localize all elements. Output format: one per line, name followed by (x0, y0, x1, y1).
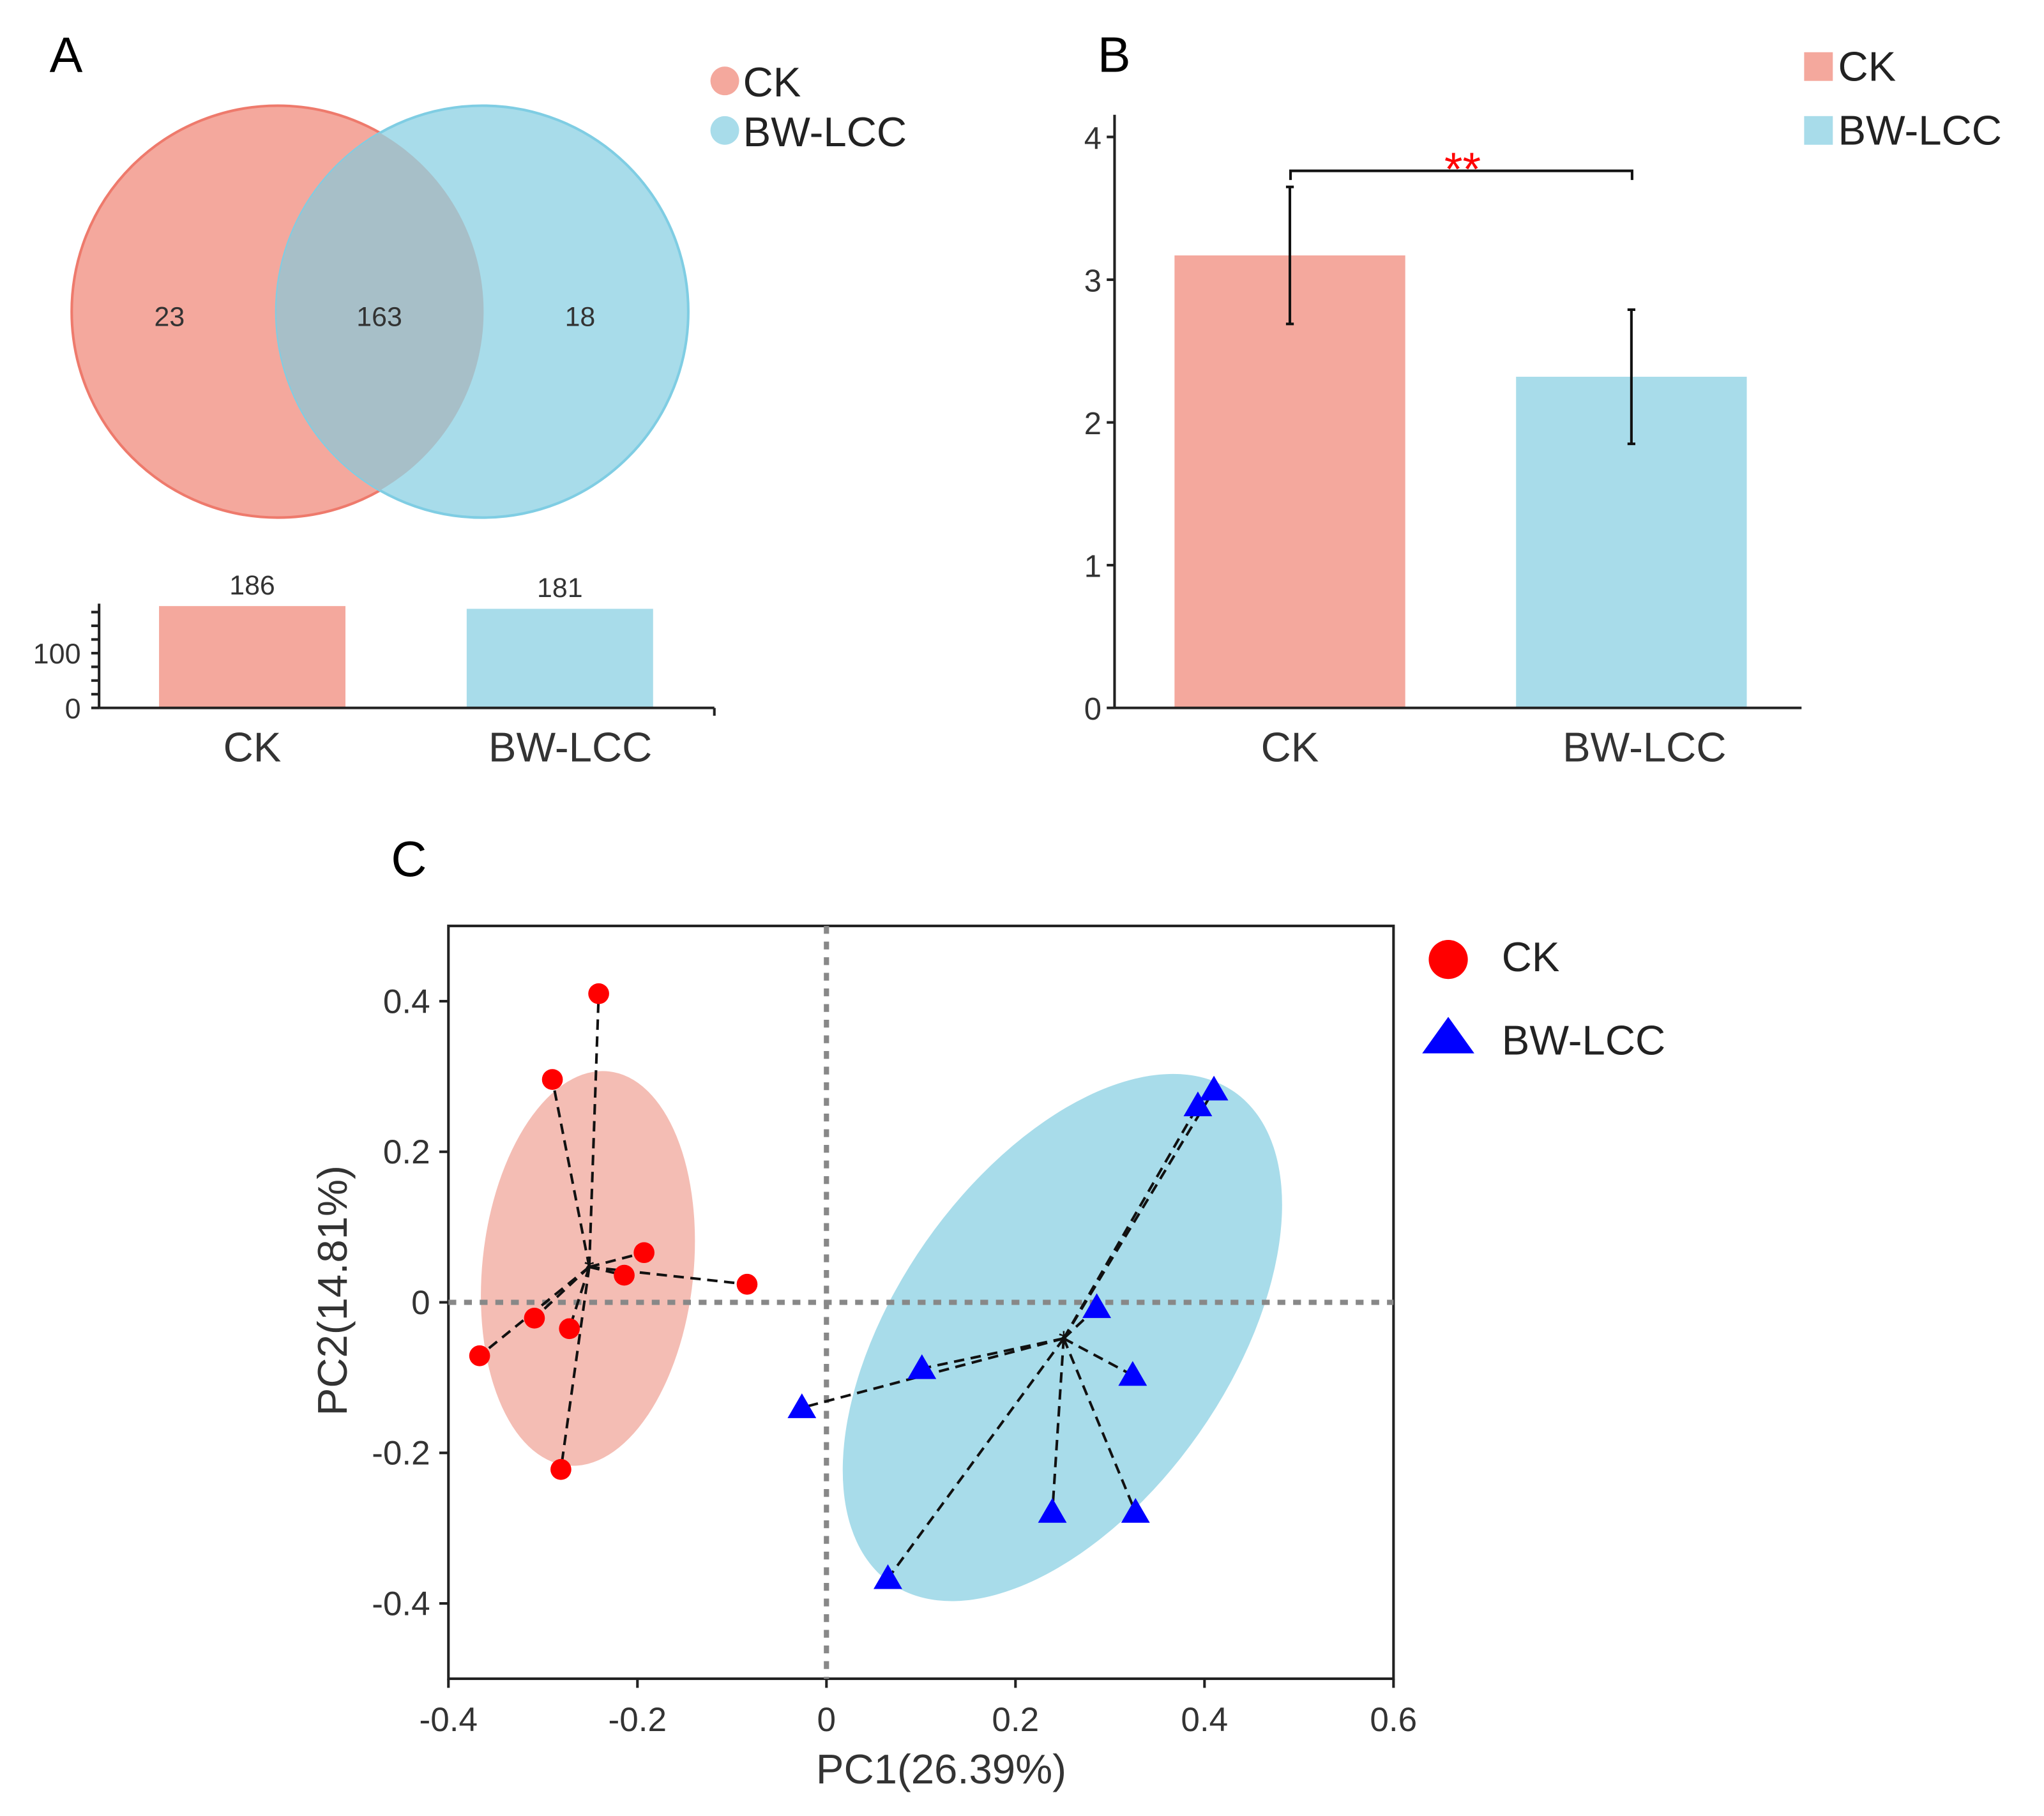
y-tick-label: 3 (1084, 264, 1101, 298)
x-tick-label: BW-LCC (1563, 723, 1726, 770)
y-tick-label: -0.4 (372, 1585, 430, 1623)
legend-c-ck: CK (1502, 934, 1560, 980)
y-tick-label: 0 (411, 1284, 430, 1322)
centroid-spoke (559, 1266, 591, 1470)
legend-a-bw-marker (710, 116, 739, 145)
panel-c: C -0.4 -0.2 0 0.2 0.4 0.6 -0.4 -0.2 0 0.2 0.4 * * PC… (309, 832, 1665, 1792)
x-tick-label: 0.4 (1181, 1701, 1228, 1739)
x-axis-label: PC1(26.39%) (816, 1746, 1066, 1792)
pca-plot: -0.4 -0.2 0 0.2 0.4 0.6 -0.4 -0.2 0 0.2 0.4 * * (372, 925, 1417, 1739)
y-axis-label: PC2(14.81%) (309, 1165, 356, 1416)
centroid-spoke (1063, 1337, 1133, 1377)
legend-b-ck-marker (1804, 52, 1833, 81)
legend-a-bw: BW-LCC (743, 109, 907, 155)
panel-b: B CK BW-LCC 0 1 2 3 4 ** CK BW-LCC (1084, 27, 2002, 770)
x-tick-label: 0.2 (992, 1701, 1039, 1739)
panel-a-label: A (50, 27, 83, 82)
bw-lcc-point (1082, 1293, 1112, 1319)
y-tick-label: -0.2 (372, 1435, 430, 1472)
x-tick-label: CK (1261, 723, 1319, 770)
centroid-spoke (533, 1266, 591, 1319)
x-tick-label: CK (223, 723, 282, 770)
ck-point (559, 1318, 580, 1340)
y-tick-label: 0.2 (383, 1133, 430, 1171)
venn-overlap (276, 133, 484, 490)
legend-a-ck: CK (743, 59, 801, 105)
set-size-bar-1 (466, 609, 653, 708)
centroid-marker: * (584, 1253, 594, 1283)
centroid-spoke (1062, 1338, 1137, 1513)
significance-label: ** (1444, 142, 1481, 195)
y-tick-label: 100 (33, 637, 81, 670)
legend-c-ck-marker (1428, 940, 1468, 980)
set-size-label: 186 (229, 570, 275, 601)
bw-lcc-point (1183, 1091, 1213, 1117)
x-tick-label: -0.2 (609, 1701, 667, 1739)
x-tick-label: -0.4 (420, 1701, 478, 1739)
x-tick-label: 0 (817, 1701, 837, 1739)
centroid-spoke (1063, 1105, 1199, 1340)
ck-point (588, 983, 609, 1004)
ck-point (541, 1069, 563, 1090)
centroid-spoke (551, 1079, 591, 1267)
x-tick-label: BW-LCC (488, 723, 652, 770)
bw-lcc-point (1118, 1361, 1147, 1386)
y-tick-label: 2 (1084, 407, 1101, 441)
ck-point (469, 1345, 490, 1366)
centroid-marker: * (1059, 1325, 1069, 1354)
centroid-spoke (801, 1337, 1064, 1409)
ck-point (524, 1307, 545, 1329)
bar-ck (1174, 255, 1405, 708)
x-tick-label: 0.6 (1370, 1701, 1417, 1739)
legend-c-bw: BW-LCC (1502, 1017, 1665, 1064)
y-tick-label: 1 (1084, 549, 1101, 584)
ck-point (550, 1458, 572, 1480)
centroid-spoke (1050, 1338, 1065, 1513)
bar-chart-b: CK BW-LCC 0 1 2 3 4 ** (1084, 114, 1802, 770)
legend-a-ck-marker (710, 66, 739, 96)
y-tick-label: 4 (1084, 121, 1101, 156)
legend-c-bw-marker (1422, 1017, 1474, 1054)
bw-lcc-point (874, 1564, 902, 1589)
venn-only-bw: 18 (565, 301, 596, 332)
y-tick-label: 0 (1084, 692, 1101, 727)
ck-point (614, 1264, 635, 1286)
legend-b-bw-marker (1804, 116, 1833, 145)
bw-lcc-point (1199, 1075, 1229, 1101)
panel-c-label: C (391, 832, 427, 887)
bw-lcc-point (907, 1354, 937, 1379)
centroid-spoke (589, 1251, 645, 1269)
y-tick-label: 0 (65, 692, 81, 725)
set-size-bar-chart: 186 CK 181 BW-LCC 0 100 (33, 570, 716, 770)
bw-lcc-point (1038, 1498, 1067, 1523)
venn-shared: 163 (356, 301, 402, 332)
venn-only-ck: 23 (155, 301, 185, 332)
significance-bracket (1289, 169, 1633, 180)
centroid-spoke (568, 1266, 591, 1329)
centroid-spoke (587, 994, 600, 1267)
bw-lcc-point (787, 1393, 817, 1418)
set-size-bar-0 (159, 606, 345, 708)
y-tick-label: 0.4 (383, 983, 430, 1020)
legend-b-bw: BW-LCC (1838, 107, 2001, 154)
ck-point (736, 1273, 758, 1295)
panel-a: A 23 163 18 CK BW-LCC 186 CK 181 BW-LCC 0 100 (33, 27, 907, 770)
ck-point (633, 1242, 655, 1264)
centroid-spoke (1063, 1089, 1215, 1340)
bw-lcc-point (1121, 1498, 1150, 1523)
set-size-label: 181 (537, 573, 583, 603)
panel-b-label: B (1098, 27, 1131, 82)
legend-b-ck: CK (1838, 43, 1896, 90)
